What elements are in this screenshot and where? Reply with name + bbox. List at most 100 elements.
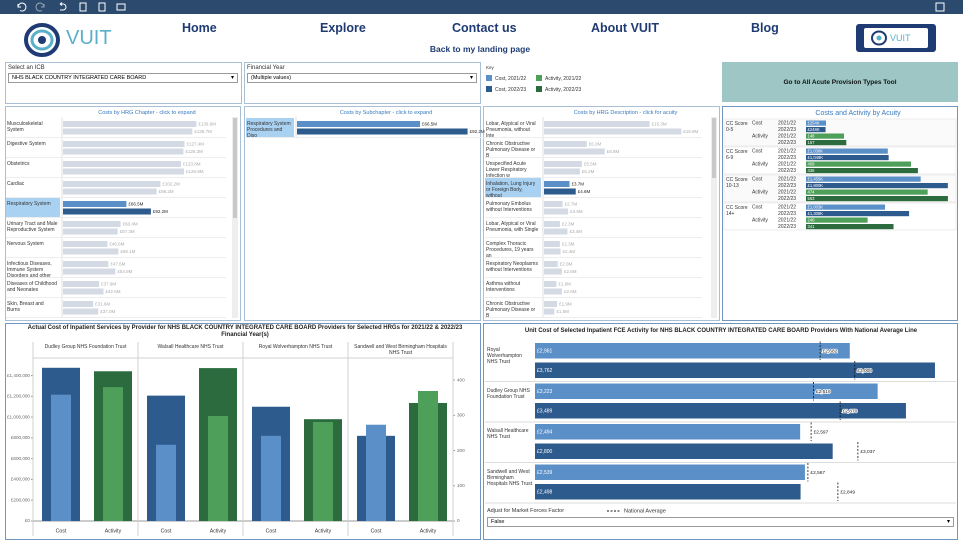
- reference-label: £2,567: [810, 470, 825, 476]
- icb-dropdown[interactable]: NHS BLACK COUNTRY INTEGRATED CARE BOARD: [8, 73, 238, 83]
- category-label[interactable]: Digestive System: [7, 141, 46, 147]
- provider-label: Walsall Healthcare NHS Trust: [487, 428, 529, 440]
- measure-label: Cost: [752, 176, 763, 182]
- bar: [806, 148, 888, 154]
- bar: [63, 148, 184, 155]
- measure-label: Cost: [752, 204, 763, 210]
- bar: [63, 201, 127, 207]
- nav-explore[interactable]: Explore: [320, 21, 366, 35]
- value-label: £92.2M: [470, 129, 485, 134]
- key-panel: [483, 62, 720, 104]
- refresh-icon[interactable]: [79, 2, 87, 12]
- scrollbar-thumb[interactable]: [712, 118, 716, 178]
- category-label[interactable]: Nervous System: [7, 241, 44, 247]
- nav-contact[interactable]: Contact us: [452, 21, 517, 35]
- value-label: £19.9M: [683, 129, 698, 134]
- logo-icon: [24, 23, 60, 57]
- nav-about[interactable]: About VUIT: [591, 21, 660, 35]
- logo-button[interactable]: VUIT: [856, 24, 936, 52]
- category-label[interactable]: Infectious Diseases, Immune System Disor…: [7, 261, 52, 277]
- undo-icon[interactable]: [17, 2, 27, 12]
- category-label[interactable]: Musculoskeletal System: [7, 121, 43, 133]
- value-label: £5.2M: [582, 169, 595, 174]
- revert-icon[interactable]: [59, 2, 67, 11]
- provider-label: Sandwell and West Birmingham Hospitals N…: [487, 468, 533, 487]
- category-label[interactable]: Cardiac: [7, 181, 25, 187]
- category-label[interactable]: Lobar, Atypical or Viral Pneumonia, with…: [486, 121, 536, 137]
- bar: [535, 362, 935, 378]
- category-label[interactable]: Chronic Obstructive Pulmonary Disease or…: [486, 301, 536, 317]
- value-label: £2.4M: [563, 249, 576, 254]
- back-link[interactable]: Back to my landing page: [429, 44, 531, 54]
- category-label[interactable]: Complex Thoracic Procedures, 19 years an: [486, 241, 534, 257]
- category-label[interactable]: Diseases of Childhood and Neonates: [7, 281, 58, 293]
- chart-title: Costs by HRG Chapter - click to expand: [98, 110, 196, 116]
- category-label[interactable]: Respiratory System: [7, 201, 51, 207]
- mff-dropdown[interactable]: False: [487, 517, 954, 527]
- bar: [544, 188, 576, 195]
- bar: [63, 261, 109, 267]
- nav-home[interactable]: Home: [182, 21, 217, 35]
- chart-title: Actual Cost of Inpatient Services by Pro…: [27, 325, 463, 338]
- value-label: £5.5M: [584, 161, 597, 166]
- selected-highlight: [6, 198, 60, 217]
- provider-label: Sandwell and West Birmingham Hospitals N…: [354, 344, 447, 356]
- category-label[interactable]: Asthma without Interventions: [486, 281, 521, 293]
- category-label[interactable]: Respiratory Neoplasms without Interventi…: [486, 261, 538, 273]
- reference-label: £2,682: [823, 348, 838, 354]
- reference-label: £3,037: [860, 449, 875, 455]
- category-label[interactable]: Inhalation, Lung Injury or Foreign Body,…: [486, 181, 536, 197]
- chart-title: Costs and Activity by Acuity: [815, 110, 901, 117]
- measure-label: Activity: [105, 528, 122, 534]
- category-label[interactable]: Lobar, Atypical or Viral Pneumonia, with…: [486, 221, 539, 233]
- value-label: £2,494: [537, 429, 553, 435]
- bar: [63, 121, 197, 127]
- logo-text: VUIT: [66, 27, 112, 49]
- category-label[interactable]: Respiratory System Procedures and Diso: [247, 121, 291, 137]
- y-tick-label: £0: [25, 518, 31, 523]
- bar: [544, 221, 560, 227]
- nav-blog[interactable]: Blog: [751, 21, 779, 35]
- value-label: £2,539: [537, 470, 553, 476]
- y2-tick-label: 0: [457, 518, 460, 523]
- value-label: £31.6M: [95, 301, 110, 306]
- measure-label: Activity: [420, 528, 437, 534]
- category-label[interactable]: Skin, Breast and Burns: [7, 301, 44, 313]
- y2-tick-label: 100: [457, 483, 465, 488]
- category-label[interactable]: Chronic Obstructive Pulmonary Disease or…: [486, 141, 536, 157]
- logo-button-text: VUIT: [890, 33, 911, 43]
- scrollbar-thumb[interactable]: [233, 118, 237, 218]
- value-label: £57.3M: [120, 229, 135, 234]
- scrollbar[interactable]: [711, 117, 717, 318]
- category-label[interactable]: Urinary Tract and Male Reproductive Syst…: [7, 221, 58, 233]
- category-label[interactable]: Obstetrics: [7, 161, 30, 167]
- fullscreen-icon[interactable]: [935, 2, 945, 12]
- key-swatch: [486, 86, 492, 92]
- bar: [103, 387, 123, 521]
- bar: [544, 141, 587, 147]
- tool-button[interactable]: Go to All Acute Provision Types Tool: [722, 62, 958, 102]
- value-label: £2,498: [537, 489, 553, 495]
- value-label: 409: [808, 161, 816, 166]
- value-label: £254K: [808, 120, 820, 125]
- bar: [806, 183, 948, 189]
- value-label: £58.1M: [120, 249, 135, 254]
- pause-icon[interactable]: [98, 2, 106, 12]
- bar: [544, 181, 570, 187]
- key-title: Key: [486, 65, 494, 70]
- y-tick-label: £800,000: [11, 435, 31, 440]
- category-label[interactable]: Pulmonary Embolus without Interventions: [486, 201, 532, 213]
- measure-label: Activity: [752, 217, 768, 223]
- year-dropdown[interactable]: (Multiple values): [247, 73, 477, 83]
- redo-icon[interactable]: [35, 2, 45, 12]
- year-label: 2022/23: [778, 127, 796, 133]
- filter-label: Select an ICB: [8, 65, 45, 71]
- reference-label: £3,008: [857, 368, 872, 374]
- share-icon[interactable]: [116, 3, 126, 11]
- value-label: £1.8M: [558, 281, 571, 286]
- toolbar-icons: [17, 2, 945, 12]
- bar: [63, 161, 182, 167]
- bar: [806, 217, 868, 223]
- value-label: £47.6M: [110, 261, 125, 266]
- category-label[interactable]: Unspecified Acute Lower Respiratory Infe…: [486, 161, 527, 177]
